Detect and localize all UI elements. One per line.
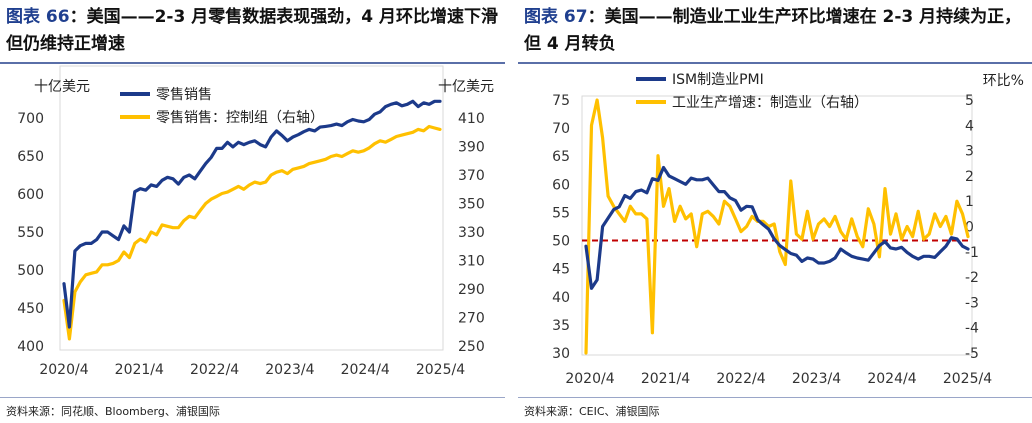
- x-tick-label: 2020/4: [39, 362, 88, 378]
- x-tick-label: 2023/4: [792, 371, 841, 387]
- x-tick-label: 2022/4: [190, 362, 239, 378]
- x-tick-label: 2021/4: [641, 371, 690, 387]
- y-tick-label-right: -2: [965, 270, 979, 286]
- panel-manufacturing: 图表 67：美国——制造业工业生产环比增速在 2-3 月持续为正，但 4 月转负…: [518, 0, 1032, 423]
- y-tick-label-right: 2: [965, 169, 974, 185]
- y-tick-label-left: 500: [17, 263, 44, 279]
- y-tick-label-left: 650: [17, 149, 44, 165]
- x-tick-label: 2024/4: [867, 371, 916, 387]
- x-tick-label: 2022/4: [716, 371, 765, 387]
- x-tick-label: 2025/4: [416, 362, 465, 378]
- y-tick-label-right: -4: [965, 321, 979, 337]
- y-tick-label-left: 400: [17, 339, 44, 355]
- y-tick-label-left: 65: [552, 149, 570, 165]
- y-tick-label-left: 35: [552, 318, 570, 334]
- y-tick-label-right: 4: [965, 118, 974, 134]
- y-tick-label-right: 350: [458, 197, 485, 213]
- right-axis-unit: 环比%: [983, 73, 1024, 89]
- y-tick-label-left: 45: [552, 262, 570, 278]
- y-tick-label-left: 30: [552, 346, 570, 362]
- y-tick-label-left: 75: [552, 93, 570, 109]
- y-tick-label-right: -3: [965, 295, 979, 311]
- source-note: 资料来源：同花顺、Bloomberg、浦银国际: [6, 403, 220, 419]
- series-line-secondary: [586, 100, 968, 353]
- y-tick-label-right: 290: [458, 282, 485, 298]
- legend-label: ISM制造业PMI: [672, 72, 764, 88]
- source-note: 资料来源：CEIC、浦银国际: [524, 403, 660, 419]
- chart-retail-sales: 400 450 500 550 600 650 700 250 270 290 310 330 350 3…: [0, 0, 505, 395]
- y-tick-label-right: 390: [458, 140, 485, 156]
- y-tick-label-right: 250: [458, 339, 485, 355]
- y-tick-label-left: 550: [17, 225, 44, 241]
- left-axis-unit: 十亿美元: [34, 79, 90, 95]
- x-tick-label: 2020/4: [565, 371, 614, 387]
- panel-retail-sales: 图表 66：美国——2-3 月零售数据表现强劲，4 月环比增速下滑但仍维持正增速…: [0, 0, 505, 423]
- y-tick-label-right: 370: [458, 168, 485, 184]
- legend-label: 零售销售：控制组（右轴）: [156, 110, 324, 126]
- y-tick-label-right: 330: [458, 225, 485, 241]
- y-tick-label-right: 5: [965, 93, 974, 109]
- x-tick-label: 2023/4: [265, 362, 314, 378]
- x-tick-label: 2024/4: [341, 362, 390, 378]
- x-tick-label: 2025/4: [943, 371, 992, 387]
- y-tick-label-right: 270: [458, 311, 485, 327]
- y-tick-label-right: 410: [458, 111, 485, 127]
- chart-manufacturing: 30354045505560657075-5-4-3-2-10123452020…: [518, 0, 1032, 395]
- y-tick-label-right: 1: [965, 194, 974, 210]
- source-divider: [518, 397, 1032, 398]
- y-tick-label-left: 50: [552, 234, 570, 250]
- legend-label: 零售销售: [156, 87, 212, 103]
- y-tick-label-right: 3: [965, 144, 974, 160]
- y-tick-label-left: 600: [17, 187, 44, 203]
- series-line-primary: [586, 168, 968, 289]
- right-axis-unit: 十亿美元: [438, 79, 494, 95]
- y-tick-label-left: 70: [552, 121, 570, 137]
- series-line-primary: [64, 101, 440, 327]
- y-tick-label-right: -5: [965, 346, 979, 362]
- x-tick-label: 2021/4: [115, 362, 164, 378]
- y-tick-label-left: 60: [552, 177, 570, 193]
- y-tick-label-left: 450: [17, 301, 44, 317]
- y-tick-label-left: 40: [552, 290, 570, 306]
- y-tick-label-left: 55: [552, 205, 570, 221]
- y-tick-label-right: 310: [458, 254, 485, 270]
- source-divider: [0, 397, 505, 398]
- y-tick-label-left: 700: [17, 111, 44, 127]
- legend-label: 工业生产增速：制造业（右轴）: [672, 95, 868, 111]
